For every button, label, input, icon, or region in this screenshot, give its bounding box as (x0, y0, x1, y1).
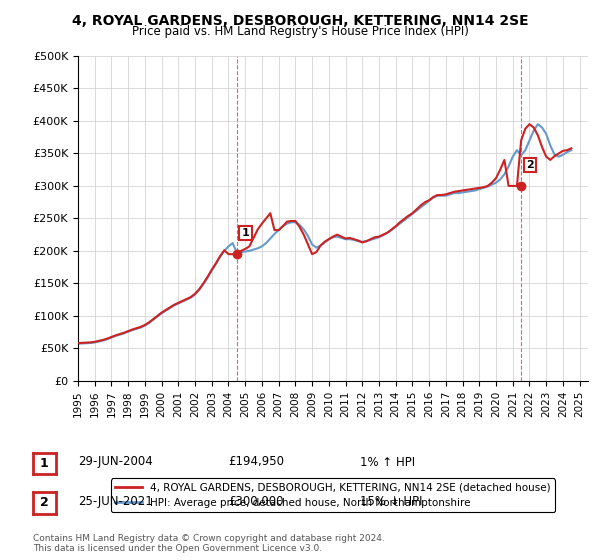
Text: This data is licensed under the Open Government Licence v3.0.: This data is licensed under the Open Gov… (33, 544, 322, 553)
Text: 1: 1 (242, 228, 250, 238)
Text: Contains HM Land Registry data © Crown copyright and database right 2024.: Contains HM Land Registry data © Crown c… (33, 534, 385, 543)
Legend: 4, ROYAL GARDENS, DESBOROUGH, KETTERING, NN14 2SE (detached house), HPI: Average: 4, ROYAL GARDENS, DESBOROUGH, KETTERING,… (112, 478, 554, 512)
Text: 1% ↑ HPI: 1% ↑ HPI (360, 455, 415, 469)
Text: 25-JUN-2021: 25-JUN-2021 (78, 494, 153, 508)
Text: £194,950: £194,950 (228, 455, 284, 469)
Text: 29-JUN-2004: 29-JUN-2004 (78, 455, 153, 469)
Text: 2: 2 (40, 496, 49, 510)
Text: 1: 1 (40, 457, 49, 470)
Text: Price paid vs. HM Land Registry's House Price Index (HPI): Price paid vs. HM Land Registry's House … (131, 25, 469, 38)
Text: £300,000: £300,000 (228, 494, 284, 508)
Text: 2: 2 (526, 160, 534, 170)
Text: 15% ↓ HPI: 15% ↓ HPI (360, 494, 422, 508)
Text: 4, ROYAL GARDENS, DESBOROUGH, KETTERING, NN14 2SE: 4, ROYAL GARDENS, DESBOROUGH, KETTERING,… (71, 14, 529, 28)
